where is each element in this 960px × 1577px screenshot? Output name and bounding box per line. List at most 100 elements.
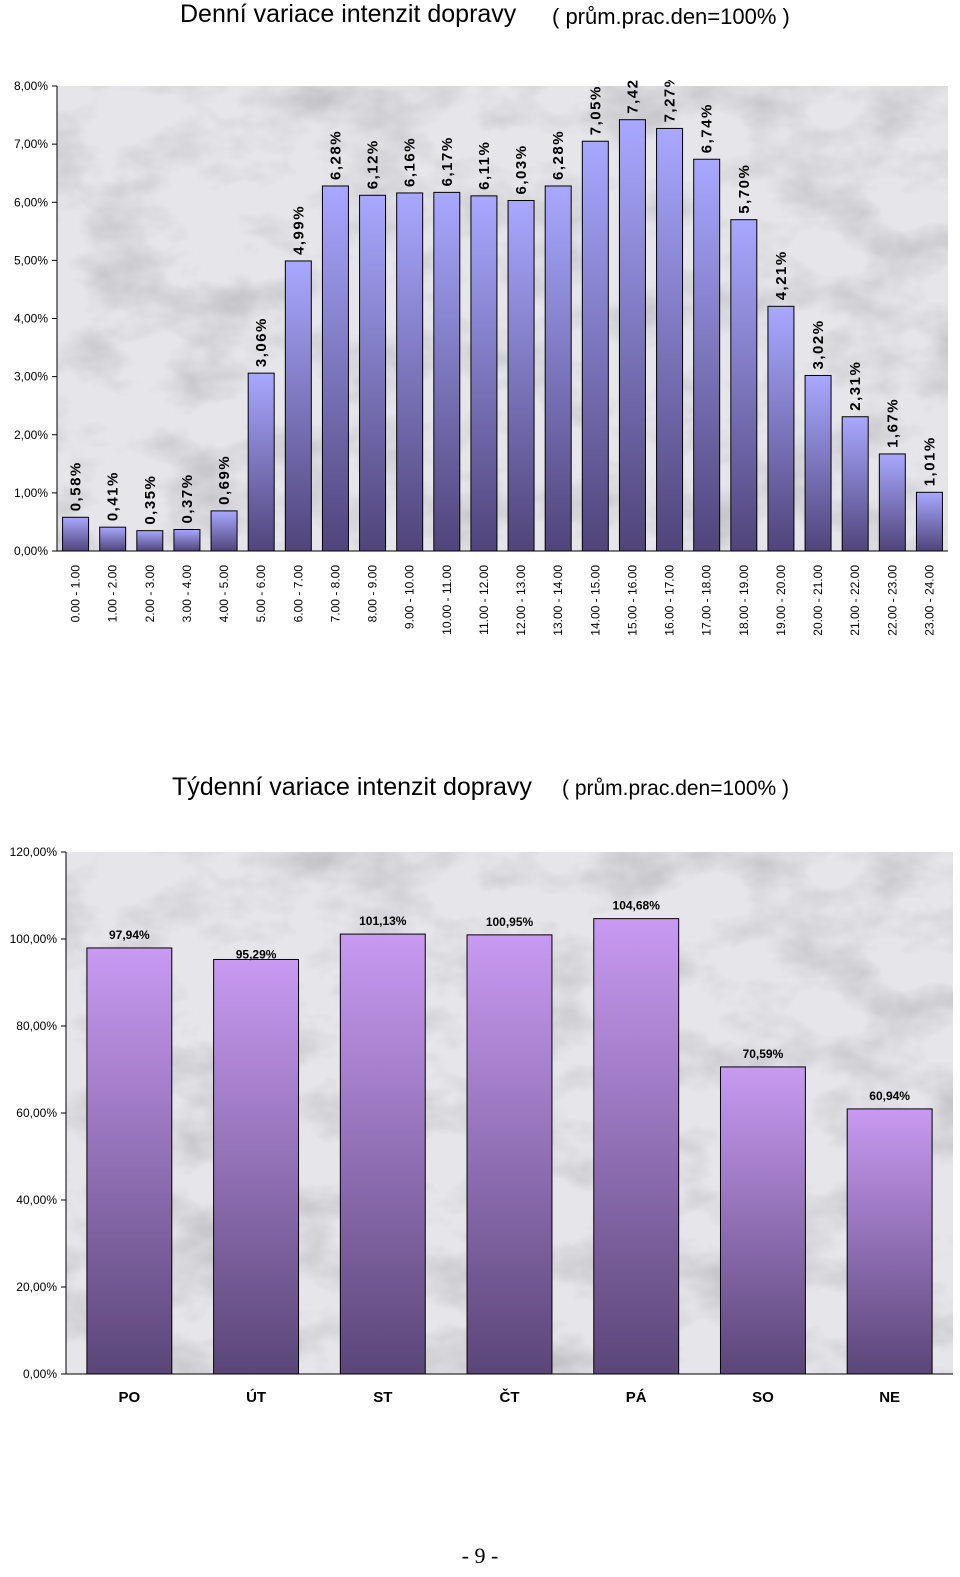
x-tick-label: 14.00 - 15.00 bbox=[588, 565, 602, 636]
x-tick-label: 3.00 - 4.00 bbox=[180, 565, 194, 623]
data-label: 97,94% bbox=[109, 928, 150, 942]
y-tick-label: 0,00% bbox=[23, 1367, 57, 1381]
x-tick-label: 1.00 - 2.00 bbox=[106, 565, 120, 623]
bar bbox=[466, 934, 553, 1375]
y-tick-label: 120,00% bbox=[10, 845, 58, 859]
x-tick-label: ST bbox=[373, 1389, 392, 1406]
bar bbox=[841, 416, 869, 552]
bar bbox=[618, 119, 646, 552]
data-label: 6,28% bbox=[550, 130, 567, 180]
bar bbox=[396, 192, 424, 552]
x-tick-label: 18.00 - 19.00 bbox=[737, 565, 751, 636]
x-tick-label: 20.00 - 21.00 bbox=[811, 565, 825, 636]
bar bbox=[470, 195, 498, 552]
y-tick-label: 80,00% bbox=[16, 1019, 57, 1033]
x-tick-label: NE bbox=[879, 1389, 900, 1406]
data-label: 7,27% bbox=[662, 80, 679, 122]
data-label: 95,29% bbox=[236, 947, 277, 961]
x-tick-label: 23.00 - 24.00 bbox=[922, 565, 936, 636]
x-tick-label: ÚT bbox=[246, 1388, 266, 1406]
page-number: - 9 - bbox=[461, 1543, 499, 1568]
x-tick-label: 12.00 - 13.00 bbox=[514, 565, 528, 636]
data-label: 5,70% bbox=[736, 164, 753, 214]
data-label: 0,35% bbox=[142, 475, 159, 525]
x-tick-label: SO bbox=[752, 1389, 774, 1406]
bar bbox=[507, 200, 535, 552]
data-label: 70,59% bbox=[743, 1047, 784, 1061]
data-label: 6,28% bbox=[327, 130, 344, 180]
bar bbox=[719, 1066, 806, 1375]
data-label: 6,12% bbox=[365, 139, 382, 189]
bar bbox=[173, 528, 201, 552]
chart2-subtitle: ( prům.prac.den=100% ) bbox=[562, 777, 790, 800]
x-tick-label: 2.00 - 3.00 bbox=[143, 565, 157, 623]
data-label: 6,17% bbox=[439, 136, 456, 186]
y-tick-label: 4,00% bbox=[14, 312, 48, 326]
bar bbox=[544, 185, 572, 552]
y-tick-label: 100,00% bbox=[10, 932, 58, 946]
x-tick-label: PÁ bbox=[626, 1389, 647, 1406]
data-label: 3,06% bbox=[253, 317, 270, 367]
x-tick-label: 13.00 - 14.00 bbox=[551, 565, 565, 636]
bar bbox=[247, 372, 275, 552]
bar bbox=[878, 453, 906, 552]
bar bbox=[767, 305, 795, 552]
bar bbox=[846, 1108, 933, 1375]
x-tick-label: 5.00 - 6.00 bbox=[254, 565, 268, 623]
data-label: 2,31% bbox=[847, 361, 864, 411]
y-tick-label: 6,00% bbox=[14, 195, 48, 209]
plot-texture bbox=[57, 86, 948, 551]
bar bbox=[284, 260, 312, 552]
data-label: 6,03% bbox=[513, 144, 530, 194]
x-tick-label: 16.00 - 17.00 bbox=[663, 565, 677, 636]
x-tick-label: 22.00 - 23.00 bbox=[885, 565, 899, 636]
bar bbox=[62, 516, 90, 552]
bar bbox=[359, 194, 387, 552]
chart2-title: Týdenní variace intenzit dopravy bbox=[172, 773, 532, 801]
data-label: 7,05% bbox=[587, 85, 604, 135]
y-tick-label: 1,00% bbox=[14, 486, 48, 500]
data-label: 0,41% bbox=[105, 471, 122, 521]
bar bbox=[321, 185, 349, 552]
x-tick-label: 8.00 - 9.00 bbox=[366, 565, 380, 623]
x-tick-label: 11.00 - 12.00 bbox=[477, 565, 491, 635]
x-tick-label: PO bbox=[119, 1389, 141, 1406]
chart1-subtitle: ( prům.prac.den=100% ) bbox=[552, 4, 790, 29]
chart1-title: Denní variace intenzit dopravy bbox=[180, 0, 517, 28]
bar bbox=[136, 530, 164, 552]
data-label: 4,99% bbox=[290, 205, 307, 255]
y-tick-label: 8,00% bbox=[14, 80, 48, 93]
y-tick-label: 5,00% bbox=[14, 253, 48, 267]
y-tick-label: 3,00% bbox=[14, 370, 48, 384]
bar bbox=[210, 510, 238, 552]
data-label: 0,69% bbox=[216, 455, 233, 505]
bar bbox=[656, 127, 684, 552]
x-tick-label: 17.00 - 18.00 bbox=[700, 565, 714, 636]
y-tick-label: 20,00% bbox=[16, 1280, 57, 1294]
data-label: 0,37% bbox=[179, 473, 196, 523]
bar bbox=[804, 374, 832, 552]
x-tick-label: 9.00 - 10.00 bbox=[403, 565, 417, 629]
data-label: 7,42% bbox=[624, 80, 641, 114]
x-tick-label: 4.00 - 5.00 bbox=[217, 565, 231, 623]
bar bbox=[593, 918, 680, 1375]
data-label: 3,02% bbox=[810, 319, 827, 369]
bar bbox=[213, 958, 300, 1375]
y-tick-label: 60,00% bbox=[16, 1106, 57, 1120]
y-tick-label: 40,00% bbox=[16, 1193, 57, 1207]
x-tick-label: 0.00 - 1.00 bbox=[69, 565, 83, 623]
y-tick-label: 7,00% bbox=[14, 137, 48, 151]
y-tick-label: 0,00% bbox=[14, 544, 48, 558]
bar bbox=[339, 933, 426, 1375]
bar bbox=[99, 526, 127, 552]
x-tick-label: 21.00 - 22.00 bbox=[848, 565, 862, 636]
x-tick-label: 15.00 - 16.00 bbox=[625, 565, 639, 636]
data-label: 0,58% bbox=[68, 461, 85, 511]
bar bbox=[730, 219, 758, 552]
bar bbox=[581, 140, 609, 552]
x-tick-label: 19.00 - 20.00 bbox=[774, 565, 788, 636]
data-label: 101,13% bbox=[359, 914, 407, 928]
bar bbox=[915, 491, 943, 552]
bar bbox=[86, 947, 173, 1375]
data-label: 104,68% bbox=[613, 899, 661, 913]
